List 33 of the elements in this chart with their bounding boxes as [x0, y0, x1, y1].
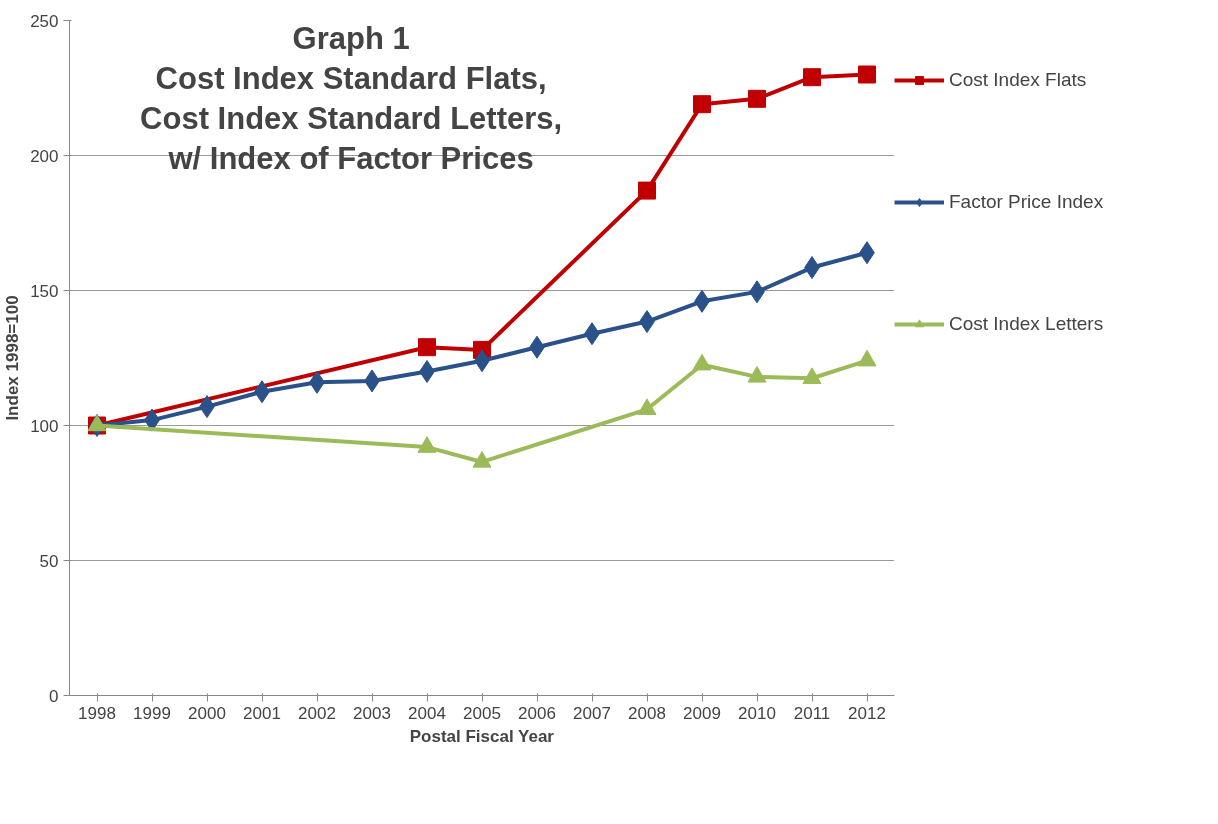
- y-tick-label: 200: [30, 146, 59, 166]
- legend-label: Factor Price Index: [949, 191, 1104, 213]
- x-tick-label: 2011: [793, 703, 831, 723]
- x-tick-label: 2005: [463, 703, 501, 723]
- y-axis-title: Index 1998=100: [3, 295, 23, 421]
- x-tick-label: 2008: [628, 703, 666, 723]
- legend-label: Cost Index Letters: [949, 313, 1104, 335]
- point: [638, 181, 656, 200]
- legend-label: Cost Index Flats: [949, 69, 1087, 91]
- y-tick-label: 100: [30, 416, 59, 436]
- x-tick-label: 2009: [683, 703, 721, 723]
- point: [418, 338, 436, 357]
- point: [693, 95, 711, 114]
- y-tick-label: 0: [49, 686, 59, 706]
- x-tick-label: 2012: [848, 703, 886, 723]
- point: [858, 65, 876, 84]
- x-tick-label: 2003: [353, 703, 391, 723]
- point: [803, 68, 821, 87]
- y-tick-label: 250: [30, 11, 59, 31]
- x-tick-label: 2000: [188, 703, 226, 723]
- text: Graph 1 Cost Index Standard Flats, Cost Index Standard Letters, w/ Index of Factor Prices: [140, 20, 563, 177]
- x-tick-label: 2010: [738, 703, 776, 723]
- x-tick-label: 1999: [133, 703, 171, 723]
- y-tick-label: 150: [30, 281, 59, 301]
- x-tick-label: 2006: [518, 703, 556, 723]
- x-tick-label: 2002: [298, 703, 336, 723]
- y-tick-label: 50: [39, 551, 59, 571]
- x-tick-label: 2004: [408, 703, 446, 723]
- x-tick-label: 1998: [78, 703, 116, 723]
- point: [748, 89, 766, 108]
- x-axis-title: Postal Fiscal Year: [409, 726, 555, 746]
- x-tick-label: 2007: [573, 703, 611, 723]
- x-tick-label: 2001: [243, 703, 281, 723]
